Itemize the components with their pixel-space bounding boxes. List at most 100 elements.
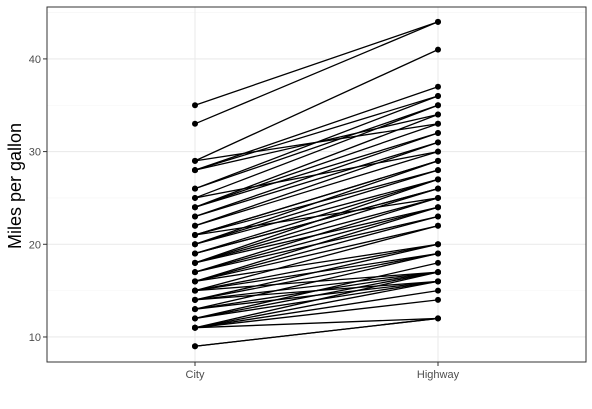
series-line [194,262,439,320]
highway-point [435,139,441,146]
y-tick-label: 10 [29,332,41,344]
highway-point [435,167,441,174]
series-line [194,49,439,162]
y-axis-ticks: 10 20 30 40 [29,54,47,344]
highway-point [435,315,441,322]
highway-point [435,213,441,220]
x-axis-ticks: City Highway [186,362,460,381]
series-line [194,299,439,329]
highway-point [435,259,441,266]
series-line [194,243,439,292]
series-line [194,243,439,283]
city-point [192,324,198,331]
city-point [192,287,198,294]
series-line [194,178,439,245]
series-line [194,197,439,236]
y-axis-title: Miles per gallon [5,123,25,249]
series-line [194,104,439,199]
highway-point [435,130,441,137]
series-line [194,243,439,301]
highway-point [435,120,441,127]
highway-point [435,296,441,303]
series-line [194,271,439,301]
highway-point [435,46,441,53]
series-line [194,289,439,329]
x-tick-label: Highway [417,369,460,381]
city-point [192,120,198,127]
city-point [192,306,198,313]
city-point [192,232,198,239]
series-line [194,21,439,106]
highway-point [435,157,441,164]
city-point [192,278,198,285]
city-point [192,102,198,109]
y-tick-label: 40 [29,54,41,66]
highway-point [435,102,441,109]
plot-panel-border [46,6,587,363]
series-line [194,317,439,329]
highway-point [435,185,441,192]
city-point [192,194,198,201]
series-line [194,271,439,329]
series-line [194,86,439,171]
series-line [194,104,439,190]
highway-point [435,92,441,99]
x-tick-label: City [186,369,205,381]
series-line [194,150,439,199]
city-point [192,167,198,174]
y-tick-label: 20 [29,239,41,251]
highway-point [435,250,441,257]
highway-point [435,241,441,248]
series-line [194,150,439,227]
city-point [192,185,198,192]
highway-point [435,83,441,90]
city-point [192,259,198,266]
series-line [194,252,439,310]
series-line [194,141,439,218]
city-point [192,213,198,220]
series-line [194,160,439,245]
series-line [194,132,439,208]
series-line [194,21,439,125]
highway-point [435,18,441,25]
series-line [194,123,439,208]
highway-point [435,204,441,211]
series-line [194,252,439,301]
series-points [192,18,441,350]
series-line [194,197,439,264]
series-line [194,206,439,282]
series-line [194,280,439,329]
series-line [194,160,439,236]
city-point [192,250,198,257]
city-point [192,296,198,303]
series-line [194,317,439,347]
highway-point [435,194,441,201]
series-lines [194,21,439,347]
series-line [194,215,439,282]
series-line [194,113,439,171]
series-line [194,225,439,282]
city-point [192,241,198,248]
highway-point [435,222,441,229]
city-point [192,343,198,350]
highway-point [435,111,441,118]
series-line [194,197,439,273]
highway-point [435,269,441,276]
y-tick-label: 30 [29,147,41,159]
series-line [194,271,439,320]
city-point [192,222,198,229]
highway-point [435,287,441,294]
series-line [194,169,439,245]
series-line [194,95,439,171]
city-point [192,315,198,322]
city-point [192,204,198,211]
highway-point [435,148,441,155]
highway-point [435,176,441,183]
city-point [192,157,198,164]
series-line [194,141,439,227]
series-line [194,225,439,292]
series-line [194,188,439,264]
highway-point [435,278,441,285]
